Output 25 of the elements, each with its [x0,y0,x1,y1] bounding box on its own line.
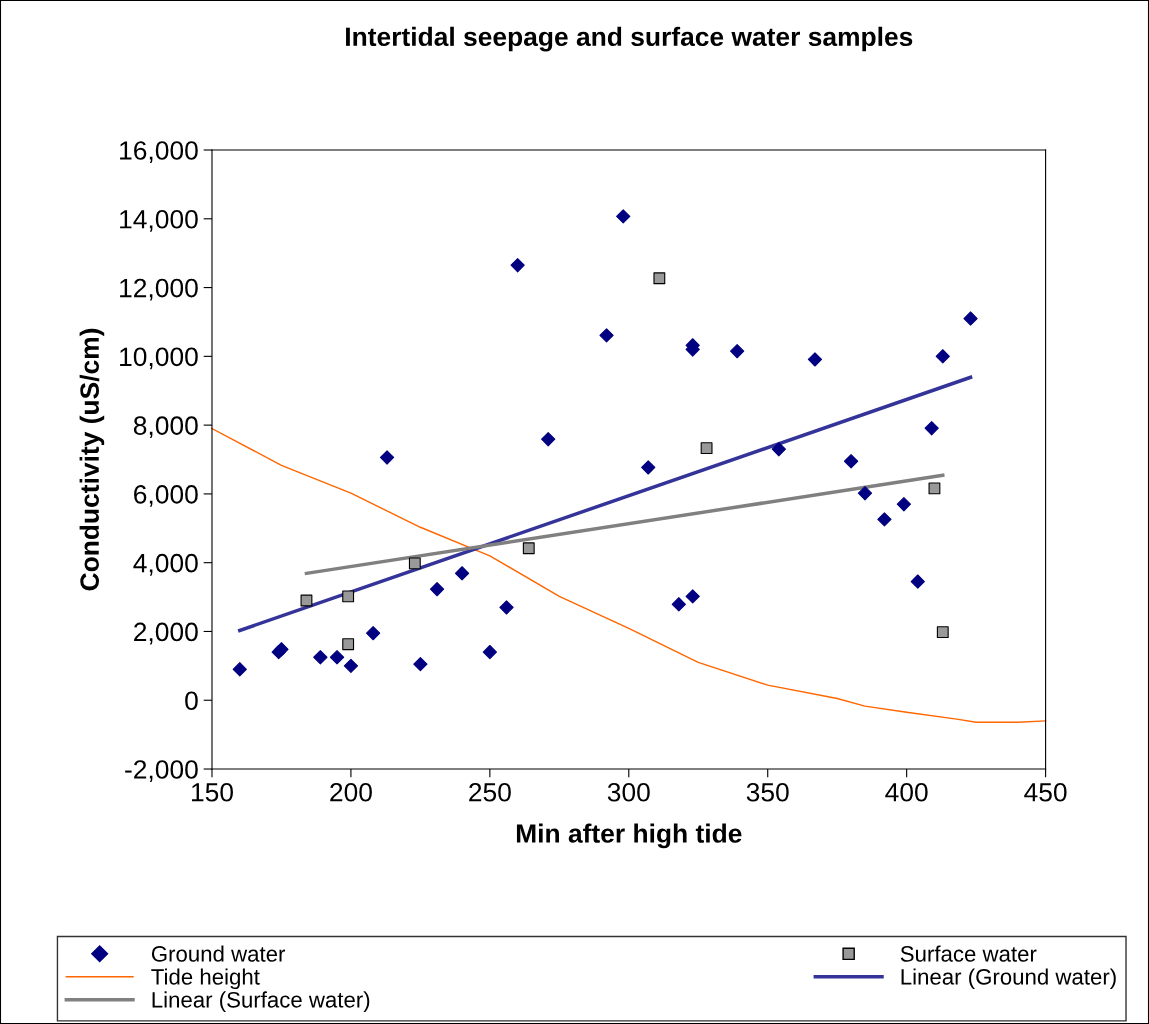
x-tick-label: 450 [1024,782,1067,802]
legend-label: Tide height [151,968,260,990]
x-tick-label: 400 [885,782,928,802]
legend-label: Surface water [900,945,1037,962]
y-axis-title: Conductivity (uS/cm) [79,328,105,591]
x-tick-label: 300 [607,782,650,802]
legend-label: Linear (Ground water) [901,968,1116,990]
y-tick-label: 10,000 [120,347,198,370]
legend-label: Linear (Surface water) [152,991,370,1013]
y-tick-label: 4,000 [133,553,198,576]
y-tick-label: 8,000 [133,416,198,439]
x-tick-label: 350 [746,782,789,802]
y-tick-label: 6,000 [134,485,198,507]
y-tick-label: -2,000 [125,760,198,782]
x-tick-label: 200 [330,782,372,802]
x-tick-label: 150 [191,782,233,802]
y-tick-label: 0 [185,691,198,711]
y-tick-label: 12,000 [120,278,198,301]
y-tick-label: 14,000 [120,209,198,232]
y-tick-label: 2,000 [134,622,198,645]
y-tick-label: 16,000 [120,141,198,163]
legend-label: Ground water [151,945,286,962]
chart-title: Intertidal seepage and surface water samples [346,26,913,52]
x-axis-title: Min after high tide [516,823,742,849]
x-tick-label: 250 [469,782,511,802]
